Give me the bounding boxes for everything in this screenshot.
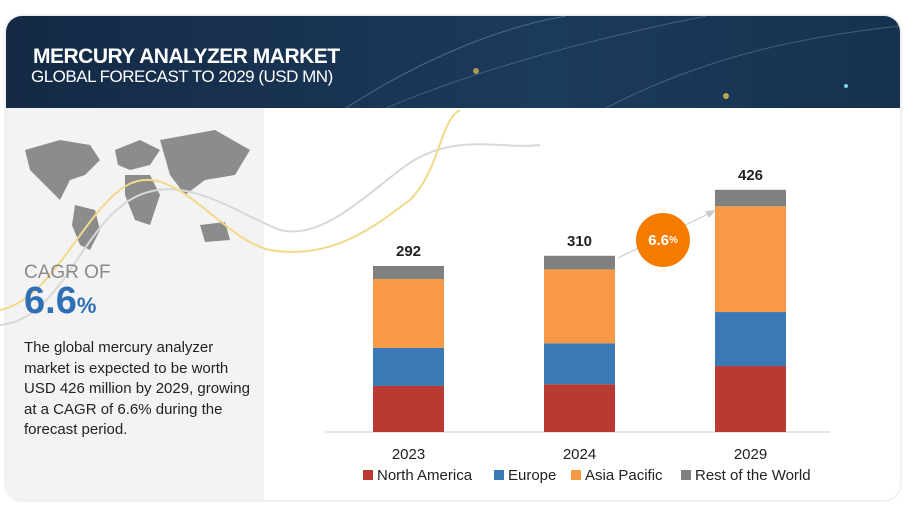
bar-segment-europe-2024 bbox=[544, 343, 615, 385]
legend-swatch-north-america bbox=[363, 470, 373, 480]
total-label-2023: 292 bbox=[396, 243, 421, 260]
total-label-2024: 310 bbox=[567, 233, 592, 250]
cagr-number: 6.6 bbox=[24, 280, 77, 322]
bar-segment-asia-pacific-2023 bbox=[373, 279, 444, 348]
bar-segment-rest-of-the-world-2024 bbox=[544, 255, 615, 270]
decorative-curve-gray bbox=[0, 143, 541, 326]
legend-label-asia-pacific: Asia Pacific bbox=[585, 467, 663, 484]
header-banner: MERCURY ANALYZER MARKET GLOBAL FORECAST … bbox=[6, 16, 900, 108]
decorative-curve-yellow bbox=[0, 109, 461, 311]
cagr-unit: % bbox=[76, 293, 97, 318]
world-map-icon bbox=[25, 130, 250, 250]
cagr-bubble: 6.6% bbox=[636, 213, 690, 267]
bubble-unit: % bbox=[668, 234, 678, 246]
legend-label-europe: Europe bbox=[508, 467, 556, 484]
bar-segment-asia-pacific-2029 bbox=[715, 206, 786, 313]
bar-segment-rest-of-the-world-2029 bbox=[715, 189, 786, 207]
legend-label-rest-of-the-world: Rest of the World bbox=[695, 467, 811, 484]
arrow-head-icon bbox=[705, 210, 716, 218]
total-label-2029: 426 bbox=[738, 167, 763, 184]
market-description: The global mercury analyzer market is ex… bbox=[24, 339, 250, 438]
bar-segment-north-america-2023 bbox=[373, 385, 444, 432]
x-tick-label-2029: 2029 bbox=[734, 446, 767, 463]
bar-segment-asia-pacific-2024 bbox=[544, 269, 615, 344]
x-tick-label-2023: 2023 bbox=[392, 446, 425, 463]
legend-label-north-america: North America bbox=[377, 467, 473, 484]
cagr-value: 6.6% bbox=[24, 280, 96, 323]
x-tick-label-2024: 2024 bbox=[563, 446, 596, 463]
bar-segment-europe-2023 bbox=[373, 347, 444, 386]
bar-segment-north-america-2029 bbox=[715, 366, 786, 432]
page-title: MERCURY ANALYZER MARKET bbox=[33, 45, 340, 68]
bar-segment-rest-of-the-world-2023 bbox=[373, 265, 444, 280]
legend-swatch-europe bbox=[494, 470, 504, 480]
legend-swatch-rest-of-the-world bbox=[681, 470, 691, 480]
page-subtitle: GLOBAL FORECAST TO 2029 (USD MN) bbox=[31, 67, 333, 86]
bubble-value: 6.6 bbox=[648, 231, 669, 249]
decorative-light-trails bbox=[345, 16, 900, 108]
legend-swatch-asia-pacific bbox=[571, 470, 581, 480]
bar-segment-north-america-2024 bbox=[544, 384, 615, 432]
bar-segment-europe-2029 bbox=[715, 312, 786, 367]
cagr-label: CAGR OF bbox=[24, 262, 111, 283]
